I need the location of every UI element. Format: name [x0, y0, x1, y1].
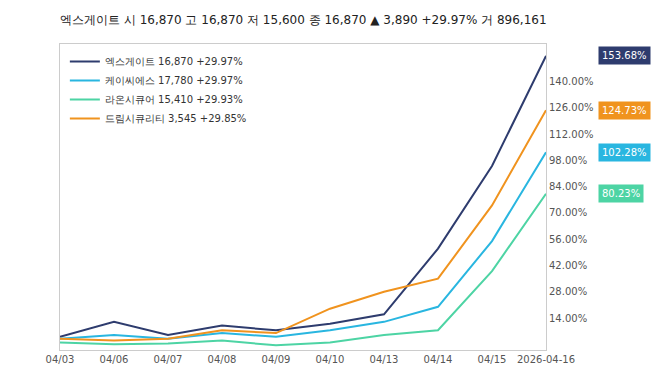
svg-text:04/15: 04/15	[478, 354, 507, 365]
svg-text:102.28%: 102.28%	[602, 147, 647, 158]
svg-text:2026-04-16: 2026-04-16	[517, 354, 575, 365]
svg-text:드림시큐리티 3,545 +29.85%: 드림시큐리티 3,545 +29.85%	[105, 113, 247, 124]
svg-text:04/07: 04/07	[154, 354, 183, 365]
svg-text:04/13: 04/13	[370, 354, 399, 365]
svg-text:엑스게이트 16,870 +29.97%: 엑스게이트 16,870 +29.97%	[105, 56, 243, 67]
svg-text:04/03: 04/03	[46, 354, 75, 365]
svg-text:04/08: 04/08	[208, 354, 237, 365]
svg-text:42.00%: 42.00%	[549, 260, 587, 271]
svg-text:70.00%: 70.00%	[549, 207, 587, 218]
svg-text:112.00%: 112.00%	[549, 129, 594, 140]
svg-text:엑스게이트 시 16,870 고 16,870 저 15,6: 엑스게이트 시 16,870 고 16,870 저 15,600 종 16,87…	[60, 13, 547, 27]
svg-text:126.00%: 126.00%	[549, 102, 594, 113]
svg-text:56.00%: 56.00%	[549, 234, 587, 245]
svg-text:98.00%: 98.00%	[549, 155, 587, 166]
svg-text:140.00%: 140.00%	[549, 76, 594, 87]
svg-text:28.00%: 28.00%	[549, 286, 587, 297]
svg-text:84.00%: 84.00%	[549, 181, 587, 192]
svg-text:14.00%: 14.00%	[549, 313, 587, 324]
svg-text:04/09: 04/09	[262, 354, 291, 365]
svg-text:124.73%: 124.73%	[602, 105, 647, 116]
svg-text:80.23%: 80.23%	[602, 188, 640, 199]
svg-text:케이씨에스 17,780 +29.97%: 케이씨에스 17,780 +29.97%	[105, 75, 243, 86]
svg-text:153.68%: 153.68%	[602, 50, 647, 61]
svg-text:04/06: 04/06	[100, 354, 129, 365]
svg-text:라온시큐어 15,410 +29.93%: 라온시큐어 15,410 +29.93%	[105, 94, 243, 105]
svg-text:04/14: 04/14	[424, 354, 453, 365]
svg-text:04/10: 04/10	[316, 354, 345, 365]
